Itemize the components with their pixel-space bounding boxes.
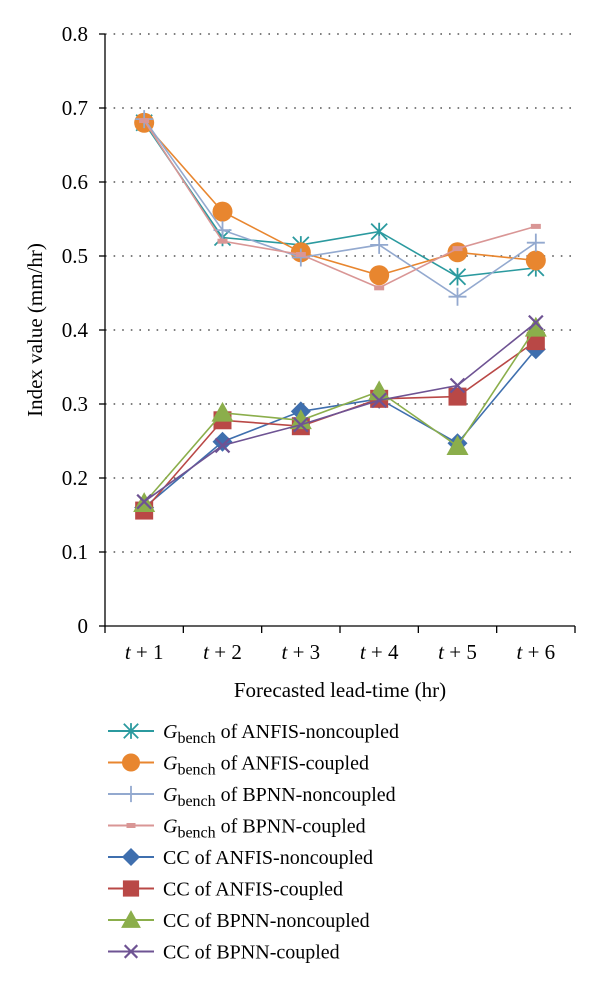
data-point <box>446 435 469 455</box>
axes <box>99 33 576 633</box>
series-line <box>143 122 536 278</box>
series-line <box>143 348 537 509</box>
legend-item: CC of BPNN-noncoupled <box>108 910 370 932</box>
legend-item: Gbench of BPNN-noncoupled <box>108 784 396 810</box>
y-tick-label: 0 <box>78 614 89 638</box>
series-line <box>143 120 537 289</box>
data-point <box>524 316 547 337</box>
legend-swatch-marker <box>122 848 140 866</box>
y-tick-label: 0.1 <box>62 540 88 564</box>
x-tick-labels: t + 1 t + 2 t + 3 t + 4 t + 5 t + 6 <box>125 640 555 664</box>
data-point <box>374 285 385 291</box>
series-6 <box>133 316 547 512</box>
legend-swatch-marker <box>123 723 139 739</box>
y-tick-label: 0.8 <box>62 22 88 46</box>
data-point <box>369 265 390 286</box>
data-point <box>452 246 463 252</box>
data-point <box>448 287 467 306</box>
y-tick-labels: 0 0.1 0.2 0.3 0.4 0.5 0.6 0.7 0.8 <box>62 22 89 638</box>
legend-item: Gbench of ANFIS-noncoupled <box>108 721 399 747</box>
legend-label: Gbench of ANFIS-noncoupled <box>163 721 399 747</box>
y-tick-label: 0.5 <box>62 244 88 268</box>
series-line <box>143 118 537 298</box>
legend-label: Gbench of ANFIS-coupled <box>163 753 369 779</box>
series-7 <box>136 314 544 510</box>
data-point <box>212 431 233 452</box>
data-point <box>289 409 312 430</box>
legend-label: CC of ANFIS-noncoupled <box>163 847 373 869</box>
y-tick-label: 0.7 <box>62 96 88 120</box>
data-point <box>528 314 544 331</box>
series-2 <box>135 110 545 306</box>
series-line <box>143 340 537 512</box>
data-point <box>139 118 150 124</box>
data-point <box>295 252 306 258</box>
x-tick-label: t + 4 <box>360 640 399 664</box>
legend-swatch-marker <box>122 880 140 897</box>
series-line <box>143 321 537 503</box>
x-tick-label: t + 5 <box>438 640 477 664</box>
x-tick-label: t + 6 <box>516 640 555 664</box>
legend-label: CC of BPNN-noncoupled <box>163 910 370 932</box>
data-point <box>212 201 233 222</box>
data-point <box>371 392 387 409</box>
x-tick-label: t + 2 <box>203 640 242 664</box>
y-tick-label: 0.6 <box>62 170 88 194</box>
data-point <box>136 493 152 510</box>
y-axis-title: Index value (mm/hr) <box>23 243 47 417</box>
series-4 <box>134 339 546 518</box>
y-tick-label: 0.4 <box>62 318 89 342</box>
y-tick-label: 0.3 <box>62 392 88 416</box>
legend-label: CC of BPNN-coupled <box>163 942 340 964</box>
legend-item: CC of ANFIS-noncoupled <box>108 847 373 869</box>
legend-label: CC of ANFIS-coupled <box>163 879 343 901</box>
legend: Gbench of ANFIS-noncoupled Gbench of ANFI… <box>108 721 399 964</box>
legend-label: Gbench of BPNN-noncoupled <box>163 784 396 810</box>
y-tick-label: 0.2 <box>62 466 88 490</box>
data-point <box>525 250 546 271</box>
data-point <box>526 233 545 252</box>
data-point <box>370 235 389 254</box>
series-0 <box>135 114 545 286</box>
data-point <box>449 377 466 394</box>
legend-swatch-marker <box>122 753 140 772</box>
legend-item: CC of ANFIS-coupled <box>108 879 343 901</box>
data-point <box>530 223 541 229</box>
legend-swatch-marker <box>121 910 141 928</box>
legend-label: Gbench of BPNN-coupled <box>163 816 366 842</box>
legend-swatch-marker <box>123 944 139 959</box>
data-point <box>448 267 467 286</box>
legend-item: Gbench of ANFIS-coupled <box>108 753 369 779</box>
x-axis-title: Forecasted lead-time (hr) <box>234 678 446 702</box>
legend-swatch-marker <box>126 823 136 828</box>
data-point <box>214 437 231 454</box>
legend-item: Gbench of BPNN-coupled <box>108 816 366 842</box>
series-3 <box>139 118 541 291</box>
series-lines <box>133 110 547 520</box>
data-point <box>217 238 228 244</box>
x-tick-label: t + 3 <box>281 640 320 664</box>
x-tick-label: t + 1 <box>125 640 164 664</box>
data-point <box>293 416 309 433</box>
series-5 <box>135 332 545 520</box>
data-point <box>211 401 234 422</box>
data-point <box>526 332 545 351</box>
legend-item: CC of BPNN-coupled <box>108 942 340 964</box>
series-line <box>143 122 536 277</box>
series-line <box>143 327 537 504</box>
data-point <box>213 221 232 240</box>
legend-swatch-marker <box>122 785 140 803</box>
data-point <box>448 387 467 406</box>
